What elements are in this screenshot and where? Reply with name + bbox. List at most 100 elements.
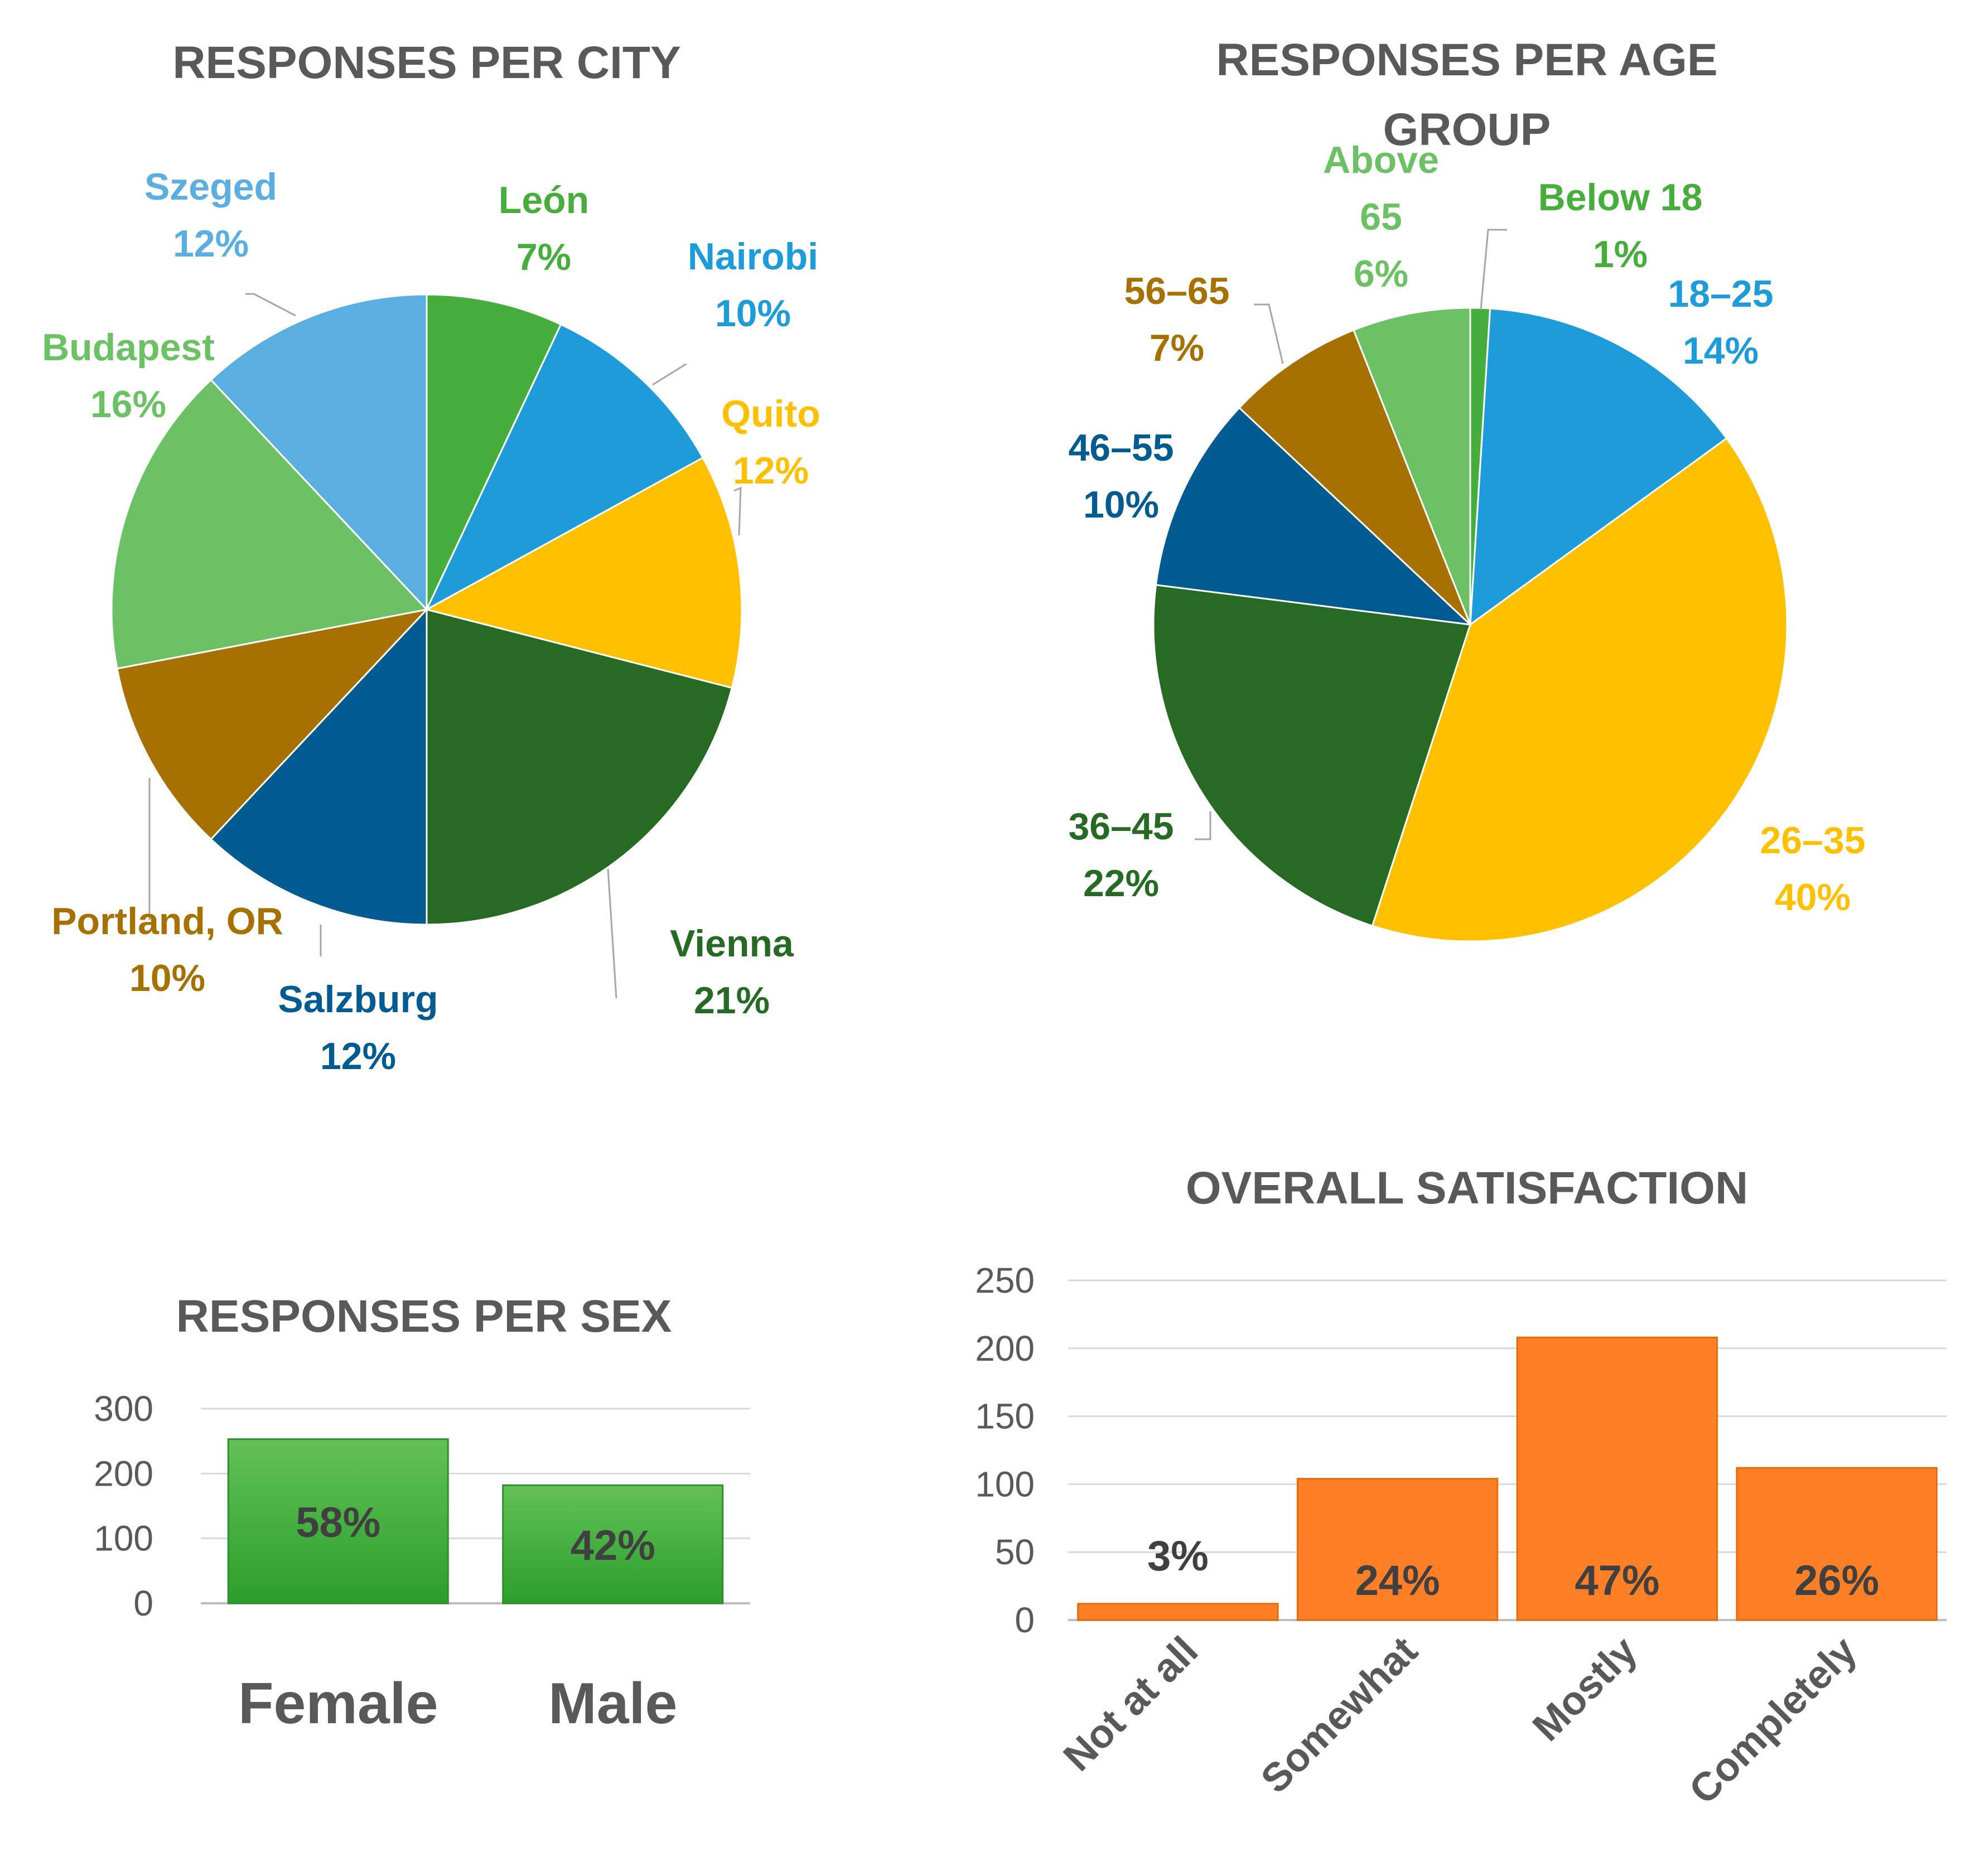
satisfaction-bar-chart: OVERALL SATISFACTION 0 50 100 150 200 250 3% 2… — [975, 1163, 1947, 1813]
age-slice-26-35 — [1371, 437, 1788, 942]
satisfaction-bars: 3% 24% 47% 26% — [1077, 1336, 1938, 1621]
sat-y-tick-0: 0 — [1015, 1600, 1035, 1640]
satisfaction-category-labels: Not at all Somewhat Mostly Completely — [1055, 1628, 1866, 1813]
sex-y-axis-ticks: 0 100 200 300 — [94, 1389, 153, 1623]
city-label-vienna-name: Vienna — [670, 922, 794, 965]
sex-category-labels: Female Male — [238, 1671, 677, 1736]
age-slice-18-25 — [1469, 307, 1728, 627]
city-slice-labels: León 7% Nairobi 10% Quito 12% Vienna 21% Salzbur… — [42, 166, 820, 1077]
sex-bar-female — [227, 1438, 449, 1604]
city-slice-szeged — [210, 293, 428, 612]
sat-y-tick-200: 200 — [975, 1328, 1035, 1369]
city-leader-quito — [733, 486, 742, 536]
age-label-above-65-pct: 6% — [1354, 253, 1408, 295]
age-slice-46-55 — [1155, 407, 1473, 626]
sat-bar-not-at-all — [1077, 1603, 1279, 1621]
age-slice-above-65 — [1352, 307, 1471, 625]
age-label-36-45-pct: 22% — [1083, 862, 1159, 905]
sat-category-not-at-all: Not at all — [1055, 1628, 1207, 1780]
sex-bar-chart: RESPONSES PER SEX 0 100 200 300 58% 42% Fema… — [94, 1291, 750, 1736]
sat-data-label-not-at-all: 3% — [1147, 1532, 1209, 1580]
city-label-salzburg-name: Salzburg — [278, 978, 438, 1021]
age-label-56-65-name: 56–65 — [1124, 270, 1229, 312]
age-leader-56-65 — [1254, 303, 1284, 364]
sat-data-label-mostly: 47% — [1575, 1557, 1659, 1604]
city-label-quito-name: Quito — [721, 393, 820, 435]
age-label-18-25-pct: 14% — [1683, 330, 1759, 372]
city-slice-le-n — [426, 293, 562, 610]
sat-bar-completely — [1736, 1467, 1938, 1621]
sat-data-label-completely: 26% — [1794, 1557, 1879, 1604]
age-pie-chart: RESPONSES PER AGE GROUP Below 18 1% 18–25 1… — [1068, 35, 1866, 942]
age-label-above-65-name: 65 — [1360, 196, 1402, 238]
age-label-below-18-name: Below 18 — [1538, 176, 1703, 219]
age-slice-36-45 — [1152, 584, 1471, 927]
sex-bars: 58% 42% — [227, 1438, 724, 1604]
city-label-budapest-pct: 16% — [90, 383, 166, 426]
satisfaction-chart-title: OVERALL SATISFACTION — [1186, 1163, 1748, 1213]
city-label-le-n-name: León — [499, 179, 589, 221]
age-label-26-35-pct: 40% — [1775, 876, 1851, 918]
age-leader-below-18 — [1480, 229, 1507, 310]
city-slice-salzburg — [210, 607, 428, 926]
age-leader-lines — [1195, 229, 1507, 840]
age-label-below-18-pct: 1% — [1593, 233, 1648, 275]
city-leader-szeged — [245, 293, 296, 317]
age-slice-labels: Below 18 1% 18–25 14% 26–35 40% 36–45 22% 46–55 1… — [1068, 139, 1865, 918]
city-slice-quito — [424, 456, 743, 689]
city-leader-nairobi — [652, 364, 688, 386]
sex-data-label-female: 58% — [296, 1499, 380, 1546]
city-slice-nairobi — [424, 323, 704, 612]
sat-bar-mostly — [1516, 1336, 1718, 1621]
city-label-budapest-name: Budapest — [42, 326, 215, 369]
city-slice-budapest — [110, 379, 428, 670]
city-leader-vienna — [607, 868, 617, 999]
sex-y-tick-100: 100 — [94, 1519, 153, 1559]
sex-category-male: Male — [548, 1671, 677, 1736]
city-slice-vienna — [426, 608, 733, 926]
city-label-quito-pct: 12% — [733, 449, 809, 492]
age-label-18-25-name: 18–25 — [1668, 273, 1773, 315]
city-pie-chart: RESPONSES PER CITY León 7% Nairobi 10% Quito… — [42, 37, 820, 1077]
city-label-szeged-name: Szeged — [144, 166, 277, 208]
sex-y-tick-200: 200 — [94, 1453, 153, 1493]
city-label-salzburg-pct: 12% — [320, 1035, 396, 1077]
sat-y-tick-250: 250 — [975, 1260, 1035, 1300]
age-label-46-55-pct: 10% — [1083, 483, 1159, 526]
city-pie-slices — [110, 293, 743, 926]
sat-category-completely: Completely — [1681, 1628, 1865, 1813]
age-pie-slices — [1152, 307, 1788, 942]
age-label-above-65-name: Above — [1323, 139, 1439, 181]
city-label-vienna-pct: 21% — [694, 979, 770, 1022]
city-label-nairobi-pct: 10% — [715, 292, 791, 335]
age-chart-title-line-1: RESPONSES PER AGE — [1216, 35, 1717, 85]
city-label-portland-or-pct: 10% — [129, 957, 205, 999]
sex-y-tick-300: 300 — [94, 1389, 153, 1429]
age-chart-title-line-2: GROUP — [1383, 104, 1551, 155]
sat-data-label-somewhat: 24% — [1355, 1557, 1440, 1604]
sex-chart-title: RESPONSES PER SEX — [176, 1291, 672, 1342]
sat-category-mostly: Mostly — [1524, 1628, 1646, 1750]
sex-category-female: Female — [238, 1671, 438, 1736]
city-slice-portland-or — [116, 608, 429, 840]
sex-bar-male — [502, 1484, 724, 1604]
city-chart-title: RESPONSES PER CITY — [172, 37, 680, 88]
city-label-szeged-pct: 12% — [173, 223, 249, 265]
age-label-46-55-name: 46–55 — [1068, 427, 1174, 469]
age-label-26-35-name: 26–35 — [1760, 819, 1865, 862]
sex-data-label-male: 42% — [571, 1522, 655, 1569]
sat-y-tick-100: 100 — [975, 1464, 1035, 1504]
sat-category-somewhat: Somewhat — [1253, 1628, 1426, 1802]
age-leader-36-45 — [1195, 811, 1211, 840]
sat-y-tick-50: 50 — [995, 1532, 1035, 1572]
city-leader-lines — [148, 293, 742, 999]
city-label-nairobi-name: Nairobi — [688, 235, 818, 278]
sex-y-tick-0: 0 — [133, 1583, 153, 1623]
age-slice-56-65 — [1238, 328, 1471, 626]
city-label-le-n-pct: 7% — [516, 236, 571, 278]
age-label-56-65-pct: 7% — [1150, 327, 1204, 369]
sat-bar-somewhat — [1296, 1478, 1499, 1621]
age-label-36-45-name: 36–45 — [1068, 805, 1174, 848]
satisfaction-y-axis-ticks: 0 50 100 150 200 250 — [975, 1260, 1035, 1640]
